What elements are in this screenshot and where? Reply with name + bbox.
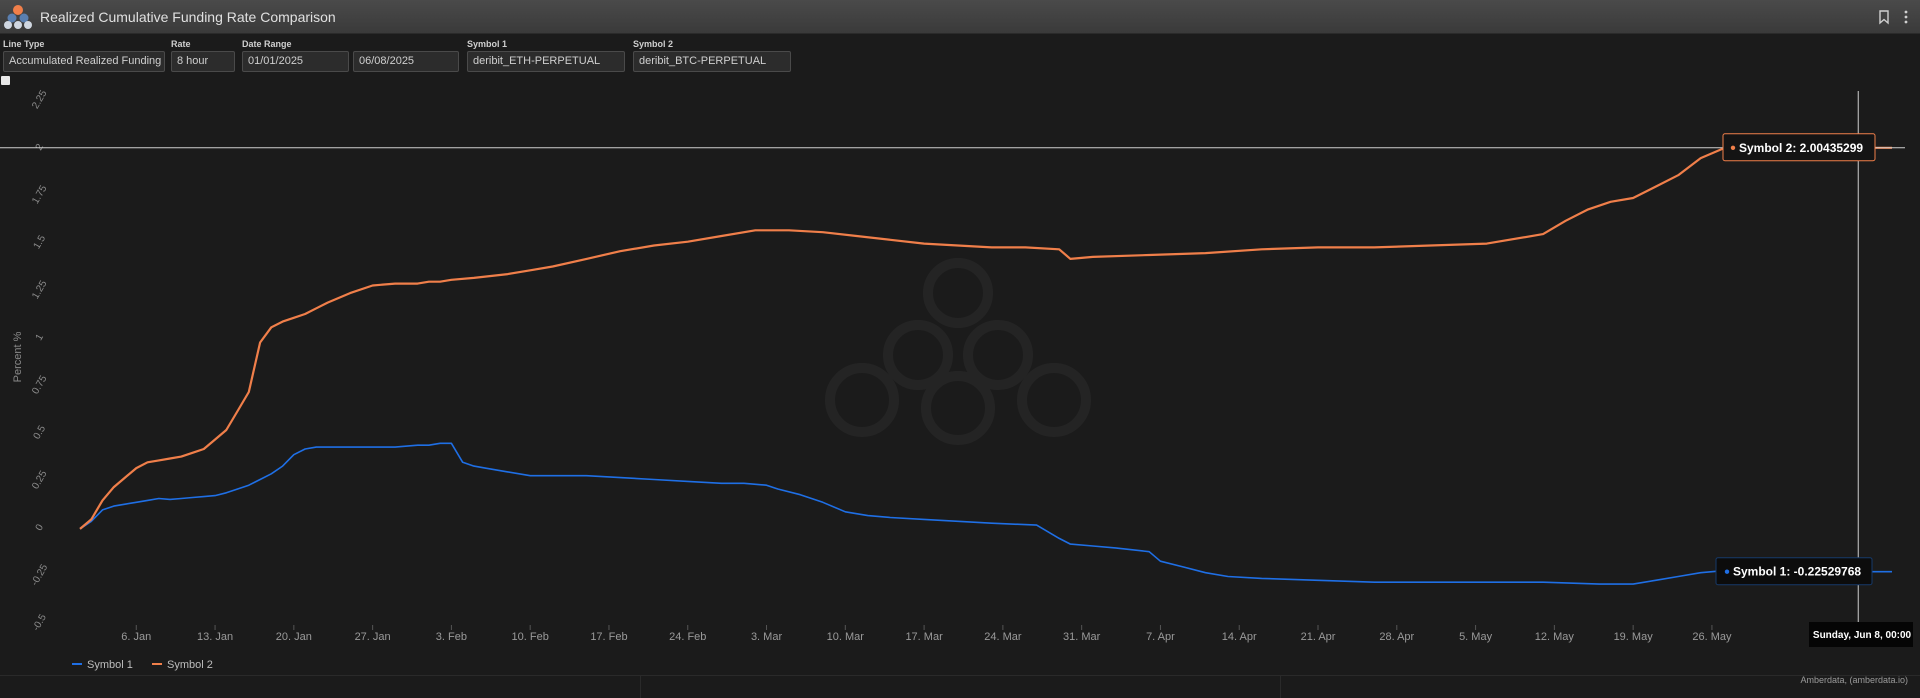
crosshair-date-label: Sunday, Jun 8, 00:00 xyxy=(1809,622,1913,647)
symbol2-tooltip-text: Symbol 2: 2.00435299 xyxy=(1739,141,1863,155)
x-tick-label: 24. Feb xyxy=(669,631,706,643)
x-tick-label: 21. Apr xyxy=(1301,631,1336,643)
watermark-logo xyxy=(825,258,1091,445)
y-tick-label: 0.5 xyxy=(32,423,49,441)
x-axis: 6. Jan 13. Jan 20. Jan 27. Jan 3. Feb 10. Feb… xyxy=(121,625,1732,643)
x-tick-label: 26. May xyxy=(1692,631,1732,643)
x-tick-label: 7. Apr xyxy=(1146,631,1175,643)
x-tick-label: 28. Apr xyxy=(1379,631,1414,643)
crosshair-layer: Symbol 2: 2.00435299 Symbol 1: -0.2252976… xyxy=(0,91,1913,647)
x-tick-label: 10. Feb xyxy=(512,631,549,643)
more-options-icon[interactable] xyxy=(1898,9,1914,25)
crosshair-date-box xyxy=(1809,622,1913,647)
title-bar: Realized Cumulative Funding Rate Compari… xyxy=(0,0,1920,34)
x-tick-label: 24. Mar xyxy=(984,631,1022,643)
line-type-select[interactable]: Accumulated Realized Funding xyxy=(3,51,165,72)
amberdata-logo-icon xyxy=(4,5,32,29)
footer-panel-3 xyxy=(1280,675,1920,698)
symbol2-tooltip-box xyxy=(1722,133,1876,162)
x-tick-label: 13. Jan xyxy=(197,631,233,643)
series-layer xyxy=(79,146,1892,585)
window-title: Realized Cumulative Funding Rate Compari… xyxy=(40,9,336,25)
series-symbol2-line xyxy=(79,146,1892,530)
legend-symbol1-label[interactable]: Symbol 1 xyxy=(87,659,133,671)
x-tick-label: 6. Jan xyxy=(121,631,151,643)
legend: Symbol 1 Symbol 2 xyxy=(72,659,213,671)
x-tick-label: 12. May xyxy=(1535,631,1575,643)
x-tick-label: 27. Jan xyxy=(355,631,391,643)
x-tick-label: 17. Mar xyxy=(905,631,943,643)
legend-symbol2-label[interactable]: Symbol 2 xyxy=(167,659,213,671)
x-tick-label: 3. Feb xyxy=(436,631,467,643)
series-symbol1-line xyxy=(79,442,1892,585)
symbol2-tooltip-dot xyxy=(1730,145,1736,150)
bookmark-icon[interactable] xyxy=(1876,9,1892,25)
x-tick-label: 14. Apr xyxy=(1222,631,1257,643)
y-tick-label: 0.75 xyxy=(30,373,49,396)
y-axis: -0.5 -0.25 0 0.25 0.5 0.75 1 1.25 1.5 1.75 2 2.25 xyxy=(29,88,50,633)
symbol1-select[interactable]: deribit_ETH-PERPETUAL xyxy=(467,51,625,72)
chart-credit: Amberdata, (amberdata.io) xyxy=(1800,675,1908,685)
rate-control: Rate 8 hour xyxy=(171,38,235,72)
x-tick-label: 19. May xyxy=(1614,631,1654,643)
symbol1-tooltip: Symbol 1: -0.22529768 xyxy=(1715,557,1873,586)
line-type-label: Line Type xyxy=(3,39,45,49)
y-axis-title: Percent % xyxy=(12,331,24,382)
symbol1-tooltip-text: Symbol 1: -0.22529768 xyxy=(1733,565,1861,579)
x-tick-label: 31. Mar xyxy=(1063,631,1101,643)
symbol1-tooltip-box xyxy=(1715,557,1873,586)
footer-panel-1 xyxy=(0,675,640,698)
x-tick-label: 5. May xyxy=(1459,631,1493,643)
date-range-label: Date Range xyxy=(242,39,292,49)
symbol1-label: Symbol 1 xyxy=(467,39,508,49)
x-tick-label: 17. Feb xyxy=(590,631,627,643)
symbol1-control: Symbol 1 deribit_ETH-PERPETUAL xyxy=(467,38,625,72)
y-tick-label: 0 xyxy=(34,522,47,533)
line-type-control: Line Type Accumulated Realized Funding xyxy=(3,38,165,72)
date-end-input[interactable]: 06/08/2025 xyxy=(353,51,459,72)
y-tick-label: -0.5 xyxy=(31,612,49,633)
rate-label: Rate xyxy=(171,39,191,49)
x-tick-label: 3. Mar xyxy=(751,631,783,643)
date-range-control: Date Range 01/01/2025 xyxy=(242,38,349,72)
symbol2-tooltip: Symbol 2: 2.00435299 xyxy=(1722,133,1876,162)
y-tick-label: 0.25 xyxy=(30,469,49,492)
x-tick-label: 20. Jan xyxy=(276,631,312,643)
symbol1-tooltip-dot xyxy=(1724,569,1730,574)
controls-bar: Line Type Accumulated Realized Funding R… xyxy=(0,38,1920,74)
y-tick-label: 2 xyxy=(34,142,47,153)
x-tick-label: 10. Mar xyxy=(827,631,865,643)
symbol2-control: Symbol 2 deribit_BTC-PERPETUAL xyxy=(633,38,791,72)
date-start-input[interactable]: 01/01/2025 xyxy=(242,51,349,72)
y-tick-label: 1.5 xyxy=(32,233,49,251)
symbol2-select[interactable]: deribit_BTC-PERPETUAL xyxy=(633,51,791,72)
footer-panel-2 xyxy=(640,675,1280,698)
y-tick-label: 2.25 xyxy=(30,88,49,111)
symbol2-label: Symbol 2 xyxy=(633,39,674,49)
chart-menu-button[interactable] xyxy=(1,76,10,85)
crosshair-date-text: Sunday, Jun 8, 00:00 xyxy=(1813,630,1912,641)
date-end-control: 06/08/2025 xyxy=(353,38,459,72)
y-tick-label: 1.25 xyxy=(30,278,49,301)
y-tick-label: 1.75 xyxy=(30,183,49,206)
rate-select[interactable]: 8 hour xyxy=(171,51,235,72)
y-tick-label: -0.25 xyxy=(29,562,50,588)
y-tick-label: 1 xyxy=(34,332,47,343)
